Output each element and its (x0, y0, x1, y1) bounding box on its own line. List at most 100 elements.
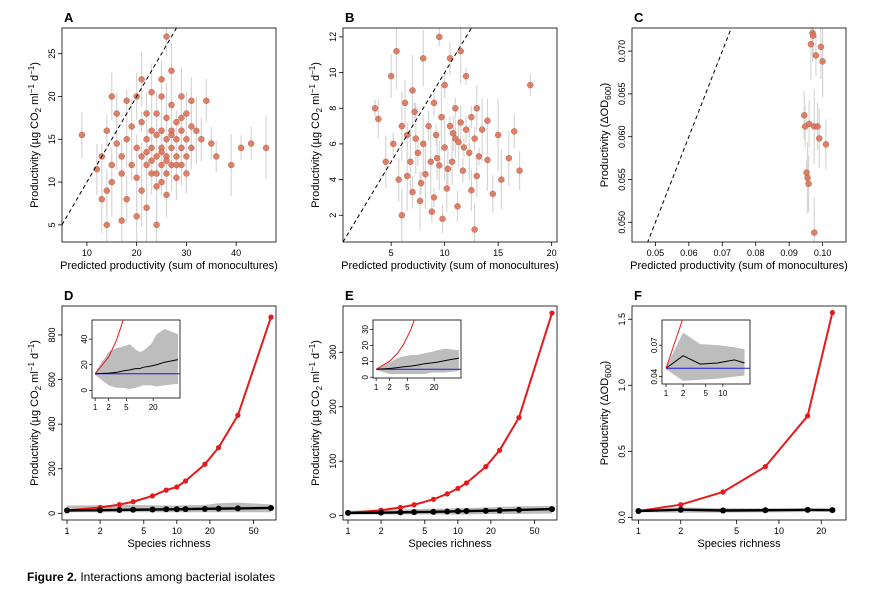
panel-c-y-tick-label: 0.050 (617, 211, 627, 234)
panel-a-data-point (123, 136, 130, 143)
panel-a-data-point (128, 161, 135, 169)
panel-c-x-tick-label: 0.08 (747, 248, 765, 258)
panel-f-red-series-marker (678, 502, 684, 508)
panel-d-inset-y-tick-label: 0 (80, 388, 89, 393)
panel-e-black-series-marker (454, 508, 461, 515)
panel-e-x-tick-label: 1 (346, 526, 351, 536)
panel-b-data-point (401, 99, 409, 107)
panel-d-black-series (67, 506, 271, 512)
panel-f-inset-x-tick-label: 2 (681, 389, 686, 398)
panel-d-x-tick-label: 50 (249, 526, 259, 536)
panel-a-data-point (188, 97, 195, 104)
panel-a-data-point (143, 110, 150, 117)
panel-f-black-series-marker (720, 507, 727, 514)
panel-e-inset-red-line (375, 320, 415, 370)
panel-a-data-point (78, 131, 86, 139)
panel-a-data-point (163, 136, 170, 143)
panel-a-data-point (103, 127, 110, 134)
panel-d-black-series-marker (64, 507, 71, 514)
panel-a-data-point (148, 144, 155, 152)
panel-b-data-point (430, 99, 438, 107)
panel-a-data-point (153, 183, 160, 190)
panel-a-data-point (138, 153, 145, 160)
panel-a-data-point (143, 161, 150, 169)
panel-a-data-point (208, 140, 215, 147)
panel-a-data-point (113, 110, 120, 117)
panel-b-data-point (527, 81, 534, 89)
panel-d-inset-x-tick-label: 5 (124, 403, 129, 412)
panel-a-data-point (118, 153, 125, 160)
panel-d-y-tick-label: 400 (47, 417, 57, 432)
panel-f-y-axis-label: Productivity (ΔOD600) (599, 361, 613, 465)
panel-d-y-tick-label: 200 (47, 461, 57, 476)
panel-c-data-point (814, 123, 821, 130)
panel-a-y-tick-label: 5 (47, 222, 57, 227)
panel-e-x-tick-label: 10 (453, 526, 463, 536)
panel-b-data-point (395, 176, 402, 183)
panel-a-y-tick-label: 25 (47, 49, 57, 59)
panel-a-data-point (138, 187, 145, 194)
panel-f-black-series-marker (762, 507, 769, 514)
panel-b-y-tick-label: 6 (328, 141, 338, 146)
panel-b-data-point (484, 117, 491, 124)
panel-f-inset-y-tick-label: 0.07 (650, 337, 659, 353)
panel-a-x-tick-label: 40 (231, 248, 241, 258)
panel-b-data-point (454, 203, 461, 210)
panel-b-data-point (494, 131, 502, 139)
panel-e-plot-frame (342, 305, 558, 521)
panel-e-inset-black-line (376, 357, 460, 370)
panel-e-red-series-marker (455, 485, 461, 492)
panel-c-data-point (811, 229, 818, 236)
panel-e-inset-x-tick-label: 5 (405, 383, 410, 392)
panel-f-red-series-marker (805, 413, 811, 419)
panel-a-data-point (143, 148, 150, 156)
panel-b-data-point (420, 140, 427, 148)
panel-c-data-point (804, 174, 811, 182)
panel-d-x-tick-label: 10 (172, 526, 182, 536)
panel-a-data-point (153, 221, 160, 229)
panel-c-data-point (817, 43, 825, 51)
panel-b-data-point (390, 140, 397, 148)
panel-a-data-point (158, 178, 165, 186)
panel-b-data-point (460, 144, 468, 151)
panel-a-data-point (163, 157, 170, 164)
panel-b-data-point (446, 55, 454, 62)
panel-d-red-series-marker (163, 487, 169, 493)
panel-a-data-point (148, 127, 155, 134)
panel-f-black-series (638, 508, 833, 513)
panel-d-red-series-marker (116, 502, 123, 508)
panel-c-y-tick-label: 0.055 (617, 168, 627, 191)
panel-a-plot-frame (61, 27, 277, 243)
panel-b-data-point (438, 113, 445, 121)
panel-f-inset-x-tick-label: 5 (704, 389, 709, 398)
panel-b-data-point (432, 131, 440, 139)
panel-a-data-point (178, 93, 185, 100)
panel-d-red-series-marker (130, 499, 136, 505)
panel-a-data-point (188, 144, 195, 152)
panel-a-data-point (213, 153, 220, 160)
panel-d-panel-label: D (64, 288, 73, 303)
panel-b-data-point (412, 135, 419, 142)
panel-a-identity-line (62, 28, 178, 226)
panel-e-y-tick-label: 100 (328, 454, 338, 469)
panel-c-scatter-group (801, 28, 830, 242)
panel-e-black-series-marker (496, 507, 503, 514)
panel-a-data-point (138, 118, 145, 126)
panel-d-inset-x-tick-label: 20 (149, 403, 158, 412)
panel-b-data-point (409, 188, 416, 196)
panel-a-data-point (163, 191, 170, 199)
panel-c-x-tick-label: 0.07 (714, 248, 732, 258)
panel-b-data-point (498, 176, 505, 183)
panel-b-data-point (489, 190, 496, 198)
panel-c-data-point (806, 120, 813, 128)
panel-a-data-point (108, 93, 115, 100)
panel-b-data-point (441, 144, 448, 151)
panel-b-y-tick-label: 4 (328, 177, 338, 182)
panel-b-data-point (404, 131, 411, 139)
panel-a-data-point (228, 161, 235, 169)
panel-f-black-series-marker (829, 507, 836, 514)
panel-e-black-series-marker (430, 508, 437, 515)
panel-f-red-series-marker (829, 310, 835, 316)
panel-a-data-point (168, 67, 175, 75)
panel-e-red-series-marker (516, 415, 522, 421)
